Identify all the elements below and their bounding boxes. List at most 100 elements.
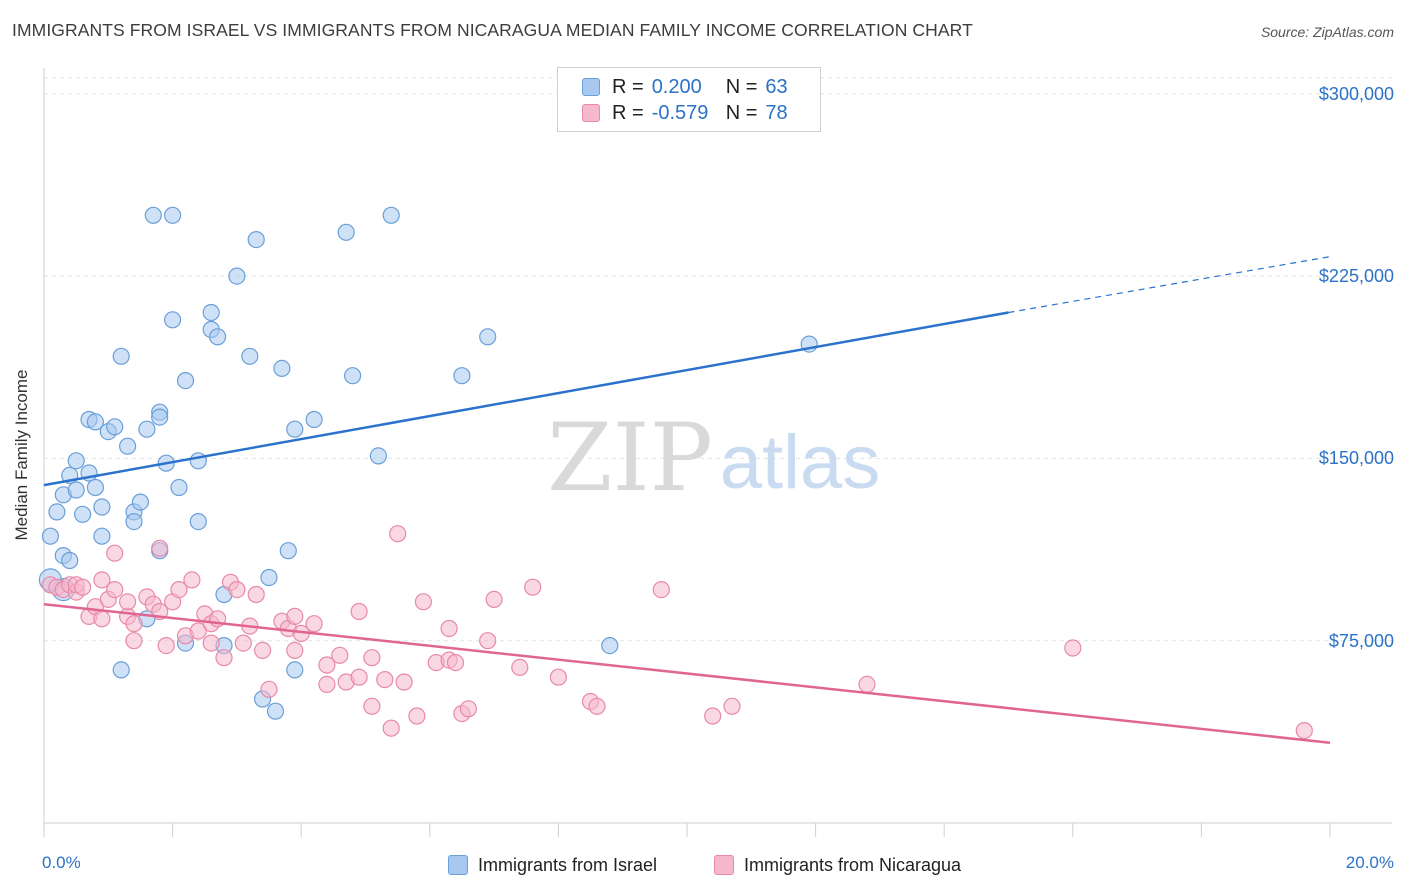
israel-point <box>241 347 259 365</box>
israel-point <box>61 551 79 570</box>
nicaragua-n-label: N = <box>725 101 758 124</box>
nicaragua-point <box>125 632 143 650</box>
nicaragua-point <box>350 668 368 686</box>
israel-point <box>118 437 137 455</box>
nicaragua-point <box>382 719 400 737</box>
nicaragua-point <box>524 578 542 596</box>
chart-source: Source: ZipAtlas.com <box>1260 24 1394 40</box>
nicaragua-point <box>189 622 207 640</box>
israel-r-value: 0.200 <box>651 75 702 98</box>
israel-point <box>93 527 111 545</box>
nicaragua-point <box>202 634 220 652</box>
nicaragua-point <box>118 593 137 611</box>
israel-trendline-extension <box>1008 256 1331 314</box>
nicaragua-point <box>549 668 568 686</box>
nicaragua-point <box>125 615 143 633</box>
nicaragua-r-value: -0.579 <box>651 101 709 124</box>
israel-point <box>202 303 220 322</box>
israel-point <box>67 452 85 470</box>
watermark: ZIP atlas <box>547 404 880 513</box>
israel-point <box>125 512 143 531</box>
israel-point <box>228 267 246 285</box>
israel-point <box>209 328 227 346</box>
israel-point <box>279 542 297 560</box>
nicaragua-point <box>228 580 246 599</box>
nicaragua-point <box>652 580 670 599</box>
nicaragua-point <box>157 636 175 655</box>
nicaragua-point <box>1064 639 1082 657</box>
axes <box>43 68 1392 837</box>
nicaragua-point <box>485 590 503 609</box>
israel-point <box>189 512 207 531</box>
nicaragua-point <box>286 641 304 660</box>
nicaragua-points <box>41 525 1313 740</box>
nicaragua-point <box>254 641 272 660</box>
nicaragua-point <box>183 571 201 589</box>
nicaragua-point <box>106 544 124 562</box>
nicaragua-point <box>350 602 368 621</box>
israel-point <box>48 503 66 521</box>
israel-point <box>176 372 195 390</box>
legend-row-nicaragua: R = -0.579 N = 78 <box>582 101 788 125</box>
nicaragua-point <box>318 656 336 674</box>
nicaragua-point <box>73 578 92 596</box>
nicaragua-point <box>395 673 413 691</box>
bottom-legend-nicaragua: Immigrants from Nicaragua <box>714 852 961 878</box>
israel-point <box>453 367 471 385</box>
nicaragua-point <box>479 632 497 650</box>
nicaragua-point <box>93 571 111 589</box>
israel-point <box>344 367 362 385</box>
israel-point <box>112 661 130 679</box>
bottom-israel-swatch <box>448 855 468 875</box>
bottom-legend-israel: Immigrants from Israel <box>448 852 657 878</box>
israel-point <box>601 636 619 655</box>
nicaragua-point <box>389 525 407 543</box>
israel-point <box>86 413 105 431</box>
israel-point <box>286 661 304 679</box>
nicaragua-point <box>318 675 336 694</box>
y-tick-label-2: $225,000 <box>1318 266 1394 287</box>
nicaragua-point <box>414 593 432 611</box>
x-tick-min: 0.0% <box>42 853 81 872</box>
israel-point <box>337 223 355 241</box>
correlation-legend: R = 0.200 N = 63 R = -0.579 N = 78 <box>557 67 821 132</box>
legend-row-israel: R = 0.200 N = 63 <box>582 75 788 99</box>
nicaragua-point <box>170 580 188 599</box>
israel-point <box>138 420 156 438</box>
nicaragua-point <box>858 675 876 694</box>
nicaragua-point <box>93 610 111 628</box>
chart-title: IMMIGRANTS FROM ISRAEL VS IMMIGRANTS FRO… <box>12 20 973 40</box>
israel-point <box>382 206 400 224</box>
israel-point <box>247 231 265 249</box>
bottom-israel-label: Immigrants from Israel <box>478 854 658 875</box>
nicaragua-point <box>408 707 426 725</box>
nicaragua-point <box>376 670 394 689</box>
israel-point <box>260 568 278 587</box>
israel-point <box>273 359 291 377</box>
israel-n-label: N = <box>725 75 758 98</box>
israel-point <box>144 206 162 224</box>
israel-point <box>131 493 149 511</box>
israel-point <box>170 478 188 497</box>
israel-n-value: 63 <box>765 75 788 98</box>
nicaragua-point <box>215 649 233 667</box>
x-tick-max: 20.0% <box>1345 853 1394 872</box>
nicaragua-point <box>331 646 349 664</box>
israel-point <box>86 478 105 497</box>
nicaragua-point <box>247 585 265 604</box>
nicaragua-point <box>106 580 124 599</box>
nicaragua-point <box>511 658 529 677</box>
bottom-nicaragua-swatch <box>714 855 734 875</box>
nicaragua-point <box>704 707 722 725</box>
israel-point <box>369 447 387 465</box>
israel-point <box>189 452 207 470</box>
israel-point <box>286 420 304 438</box>
y-tick-label-0: $75,000 <box>1328 630 1394 651</box>
nicaragua-r-label: R = <box>612 101 644 124</box>
israel-trendline <box>43 311 1009 487</box>
y-tick-label-1: $150,000 <box>1318 448 1394 469</box>
israel-point <box>266 702 285 720</box>
y-tick-label-3: $300,000 <box>1318 83 1394 104</box>
bottom-nicaragua-label: Immigrants from Nicaragua <box>744 854 962 875</box>
